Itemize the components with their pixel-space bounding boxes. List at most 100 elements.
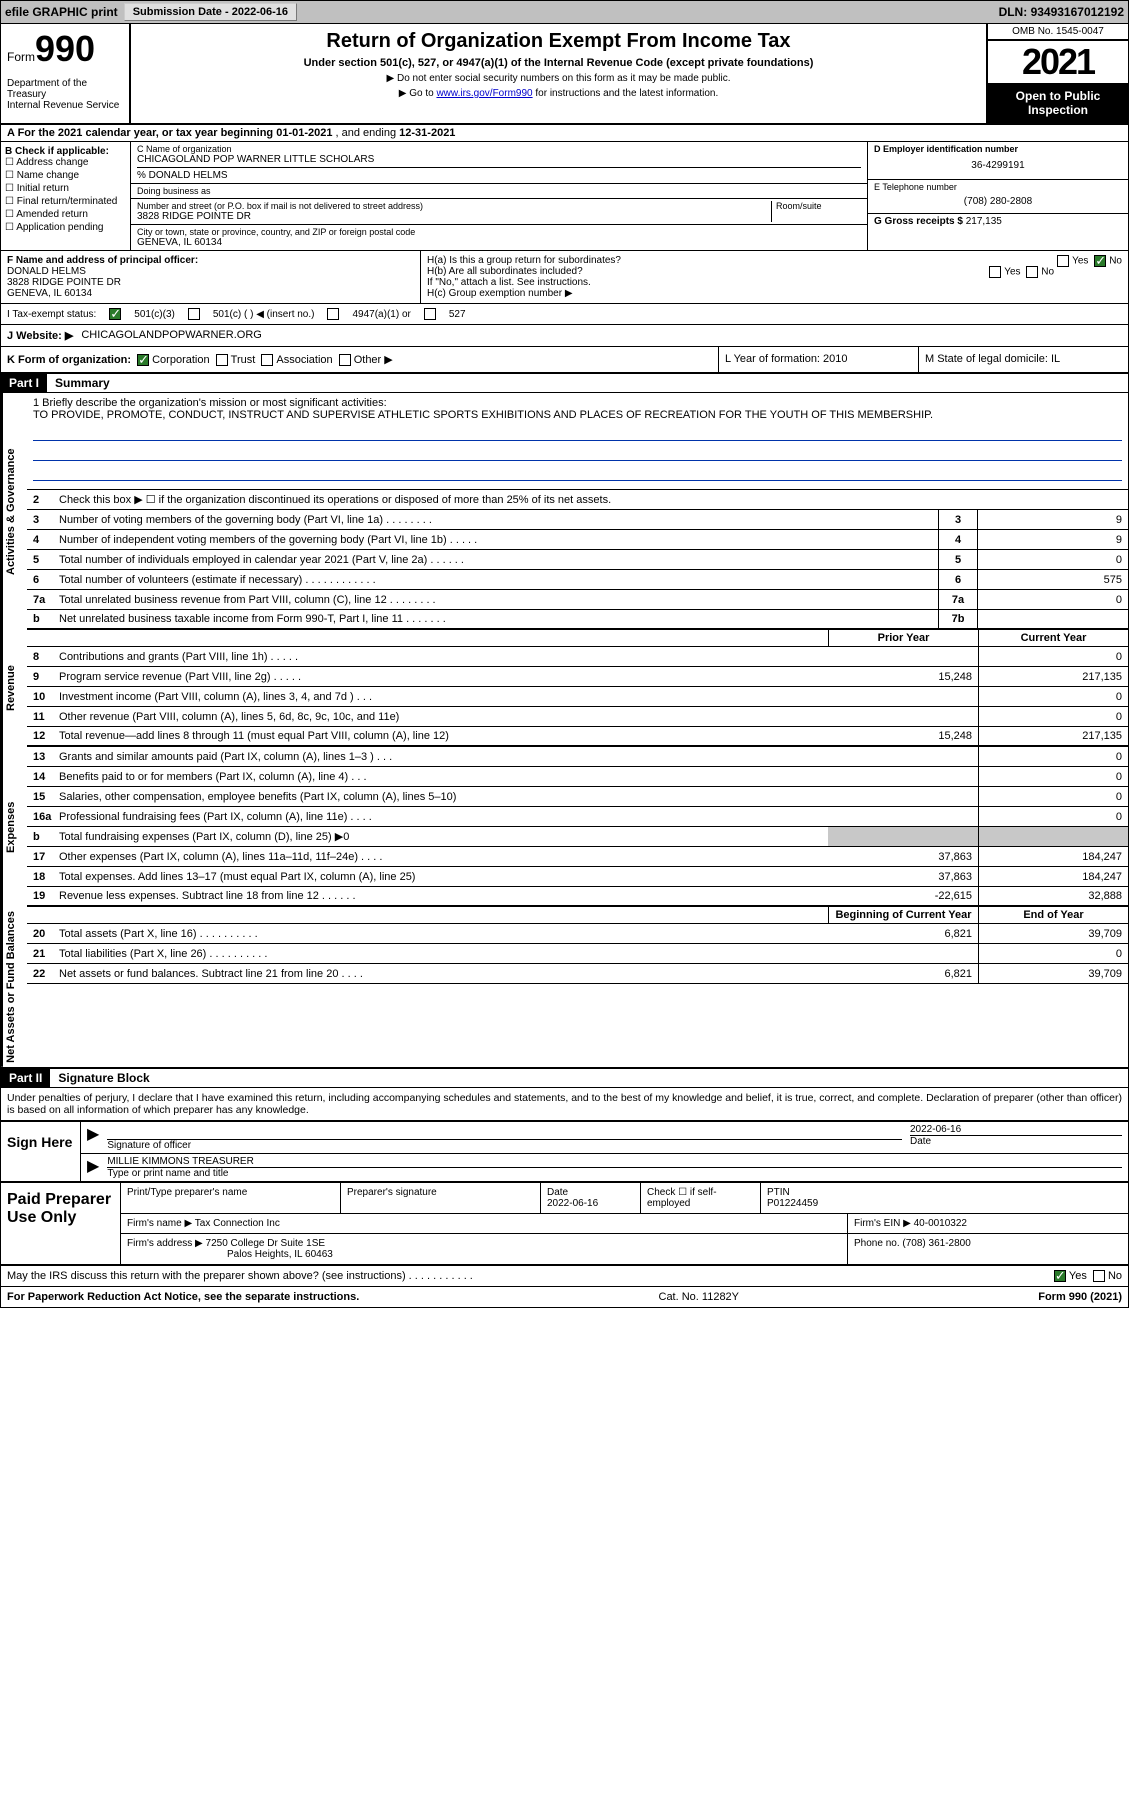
- check-address-change[interactable]: ☐ Address change: [5, 157, 126, 168]
- mission-block: 1 Briefly describe the organization's mi…: [27, 393, 1128, 490]
- line-16a: 16aProfessional fundraising fees (Part I…: [27, 807, 1128, 827]
- omb-number: OMB No. 1545-0047: [988, 24, 1128, 41]
- section-B: B Check if applicable: ☐ Address change …: [1, 142, 131, 250]
- year-of-formation: L Year of formation: 2010: [718, 347, 918, 372]
- ptin: P01224459: [767, 1198, 818, 1209]
- line-15: 15Salaries, other compensation, employee…: [27, 787, 1128, 807]
- line-14: 14Benefits paid to or for members (Part …: [27, 767, 1128, 787]
- firm-addr1: 7250 College Dr Suite 1SE: [206, 1238, 326, 1249]
- submission-date-button[interactable]: Submission Date - 2022-06-16: [124, 3, 297, 21]
- page-footer: For Paperwork Reduction Act Notice, see …: [1, 1286, 1128, 1307]
- officer-street: 3828 RIDGE POINTE DR: [7, 277, 414, 288]
- other-checkbox[interactable]: [339, 354, 351, 366]
- form-number: Form990: [7, 28, 123, 70]
- line-9: 9Program service revenue (Part VIII, lin…: [27, 667, 1128, 687]
- signature-arrow-icon: ▶: [87, 1124, 99, 1151]
- firm-name: Tax Connection Inc: [195, 1218, 280, 1229]
- line-17: 17Other expenses (Part IX, column (A), l…: [27, 847, 1128, 867]
- line-4: 4Number of independent voting members of…: [27, 530, 1128, 550]
- state-domicile: M State of legal domicile: IL: [918, 347, 1128, 372]
- trust-checkbox[interactable]: [216, 354, 228, 366]
- line-Hb: H(b) Are all subordinates included? Yes …: [427, 266, 1122, 277]
- efile-label: efile GRAPHIC print: [5, 5, 118, 19]
- firm-ein: 40-0010322: [914, 1218, 967, 1229]
- section-DEG: D Employer identification number 36-4299…: [868, 142, 1128, 250]
- hb-no-checkbox[interactable]: [1026, 266, 1038, 278]
- irs-link[interactable]: www.irs.gov/Form990: [436, 88, 532, 99]
- top-toolbar: efile GRAPHIC print Submission Date - 20…: [1, 1, 1128, 24]
- line-Hb-note: If "No," attach a list. See instructions…: [427, 277, 1122, 288]
- tax-year: 2021: [988, 41, 1128, 83]
- gross-receipts: 217,135: [966, 216, 1002, 227]
- section-expenses: Expenses 13Grants and similar amounts pa…: [1, 747, 1128, 907]
- section-F-H: F Name and address of principal officer:…: [1, 251, 1128, 304]
- check-name-change[interactable]: ☐ Name change: [5, 170, 126, 181]
- discuss-no-checkbox[interactable]: [1093, 1270, 1105, 1282]
- line-11: 11Other revenue (Part VIII, column (A), …: [27, 707, 1128, 727]
- line-13: 13Grants and similar amounts paid (Part …: [27, 747, 1128, 767]
- line-7b: bNet unrelated business taxable income f…: [27, 610, 1128, 630]
- identity-block: B Check if applicable: ☐ Address change …: [1, 142, 1128, 251]
- form-title: Return of Organization Exempt From Incom…: [139, 30, 978, 53]
- section-revenue: Revenue Prior Year Current Year 8Contrib…: [1, 630, 1128, 747]
- line-I: I Tax-exempt status: 501(c)(3) 501(c) ( …: [1, 304, 1128, 325]
- dept-label: Department of the Treasury Internal Reve…: [7, 78, 123, 111]
- assoc-checkbox[interactable]: [261, 354, 273, 366]
- line-21: 21Total liabilities (Part X, line 26) . …: [27, 944, 1128, 964]
- ein: 36-4299191: [874, 154, 1122, 177]
- line-A: A For the 2021 calendar year, or tax yea…: [1, 125, 1128, 142]
- corp-checkbox[interactable]: [137, 354, 149, 366]
- line-22: 22Net assets or fund balances. Subtract …: [27, 964, 1128, 984]
- public-inspection-badge: Open to Public Inspection: [988, 83, 1128, 123]
- 4947-checkbox[interactable]: [327, 308, 339, 320]
- care-of: % DONALD HELMS: [137, 167, 861, 181]
- officer-signature-line[interactable]: ▶ Signature of officer 2022-06-16 Date: [81, 1122, 1128, 1154]
- note-ssn: ▶ Do not enter social security numbers o…: [139, 73, 978, 84]
- part2-header: Part II Signature Block: [1, 1069, 1128, 1088]
- telephone: (708) 280-2808: [874, 192, 1122, 211]
- check-application-pending[interactable]: ☐ Application pending: [5, 222, 126, 233]
- firm-phone: (708) 361-2800: [902, 1238, 970, 1249]
- sign-here-block: Sign Here ▶ Signature of officer 2022-06…: [1, 1122, 1128, 1183]
- blank-line: [33, 445, 1122, 461]
- part1-header: Part I Summary: [1, 374, 1128, 393]
- 501c-checkbox[interactable]: [188, 308, 200, 320]
- check-initial-return[interactable]: ☐ Initial return: [5, 183, 126, 194]
- ha-no-checkbox[interactable]: [1094, 255, 1106, 267]
- line-10: 10Investment income (Part VIII, column (…: [27, 687, 1128, 707]
- check-final-return[interactable]: ☐ Final return/terminated: [5, 196, 126, 207]
- check-amended-return[interactable]: ☐ Amended return: [5, 209, 126, 220]
- officer-name: DONALD HELMS: [7, 266, 414, 277]
- line-7a: 7aTotal unrelated business revenue from …: [27, 590, 1128, 610]
- line-12: 12Total revenue—add lines 8 through 11 (…: [27, 727, 1128, 747]
- line-18: 18Total expenses. Add lines 13–17 (must …: [27, 867, 1128, 887]
- line-K: K Form of organization: Corporation Trus…: [1, 347, 1128, 374]
- hb-yes-checkbox[interactable]: [989, 266, 1001, 278]
- line-3: 3Number of voting members of the governi…: [27, 510, 1128, 530]
- line-16b: bTotal fundraising expenses (Part IX, co…: [27, 827, 1128, 847]
- section-governance: Activities & Governance 1 Briefly descri…: [1, 393, 1128, 630]
- officer-name-line: ▶ MILLIE KIMMONS TREASURER Type or print…: [81, 1154, 1128, 1181]
- 527-checkbox[interactable]: [424, 308, 436, 320]
- signature-arrow-icon: ▶: [87, 1156, 99, 1179]
- line-2: 2Check this box ▶ ☐ if the organization …: [27, 490, 1128, 510]
- section-net-assets: Net Assets or Fund Balances Beginning of…: [1, 907, 1128, 1069]
- paid-preparer-block: Paid Preparer Use Only Print/Type prepar…: [1, 1183, 1128, 1266]
- mission-text: TO PROVIDE, PROMOTE, CONDUCT, INSTRUCT A…: [33, 409, 1122, 421]
- line-6: 6Total number of volunteers (estimate if…: [27, 570, 1128, 590]
- section-C: C Name of organization CHICAGOLAND POP W…: [131, 142, 868, 250]
- form-subtitle: Under section 501(c), 527, or 4947(a)(1)…: [139, 57, 978, 69]
- line-J: J Website: ▶ CHICAGOLANDPOPWARNER.ORG: [1, 325, 1128, 347]
- net-header-row: Beginning of Current Year End of Year: [27, 907, 1128, 924]
- website: CHICAGOLANDPOPWARNER.ORG: [81, 329, 262, 342]
- form-id: Form 990 (2021): [1038, 1291, 1122, 1303]
- note-link: ▶ Go to www.irs.gov/Form990 for instruct…: [139, 88, 978, 99]
- 501c3-checkbox[interactable]: [109, 308, 121, 320]
- line-5: 5Total number of individuals employed in…: [27, 550, 1128, 570]
- blank-line: [33, 425, 1122, 441]
- ha-yes-checkbox[interactable]: [1057, 255, 1069, 267]
- city-state-zip: GENEVA, IL 60134: [137, 237, 861, 248]
- street-address: 3828 RIDGE POINTE DR: [137, 211, 771, 222]
- discuss-yes-checkbox[interactable]: [1054, 1270, 1066, 1282]
- line-19: 19Revenue less expenses. Subtract line 1…: [27, 887, 1128, 907]
